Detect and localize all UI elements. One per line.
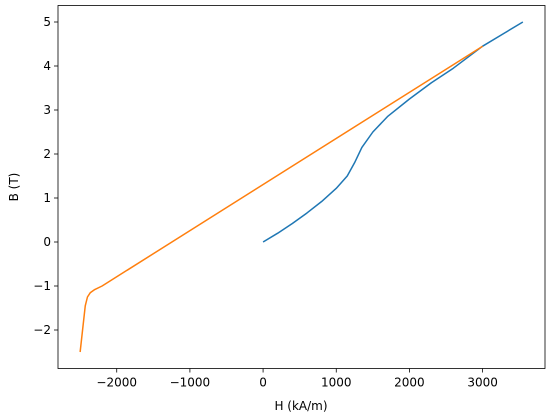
x-axis-label: H (kA/m) (274, 399, 327, 413)
y-tick-label: 3 (43, 103, 51, 117)
x-tick-label: 1000 (321, 376, 352, 390)
y-axis-label: B (T) (7, 173, 21, 202)
y-tick-label: 1 (43, 191, 51, 205)
x-tick-label: −2000 (96, 376, 137, 390)
line-series (262, 21, 524, 243)
line-series (79, 45, 484, 353)
y-tick-label: 4 (43, 59, 51, 73)
x-tick-label: 0 (259, 376, 267, 390)
y-tick-label: 2 (43, 147, 51, 161)
plot-frame (57, 5, 546, 369)
x-tick-label: 3000 (467, 376, 498, 390)
x-tick-label: 2000 (394, 376, 425, 390)
y-tick-label: 0 (43, 235, 51, 249)
y-tick-label: −2 (33, 323, 51, 337)
y-tick-label: 5 (43, 15, 51, 29)
x-tick-label: −1000 (170, 376, 211, 390)
y-tick-label: −1 (33, 279, 51, 293)
